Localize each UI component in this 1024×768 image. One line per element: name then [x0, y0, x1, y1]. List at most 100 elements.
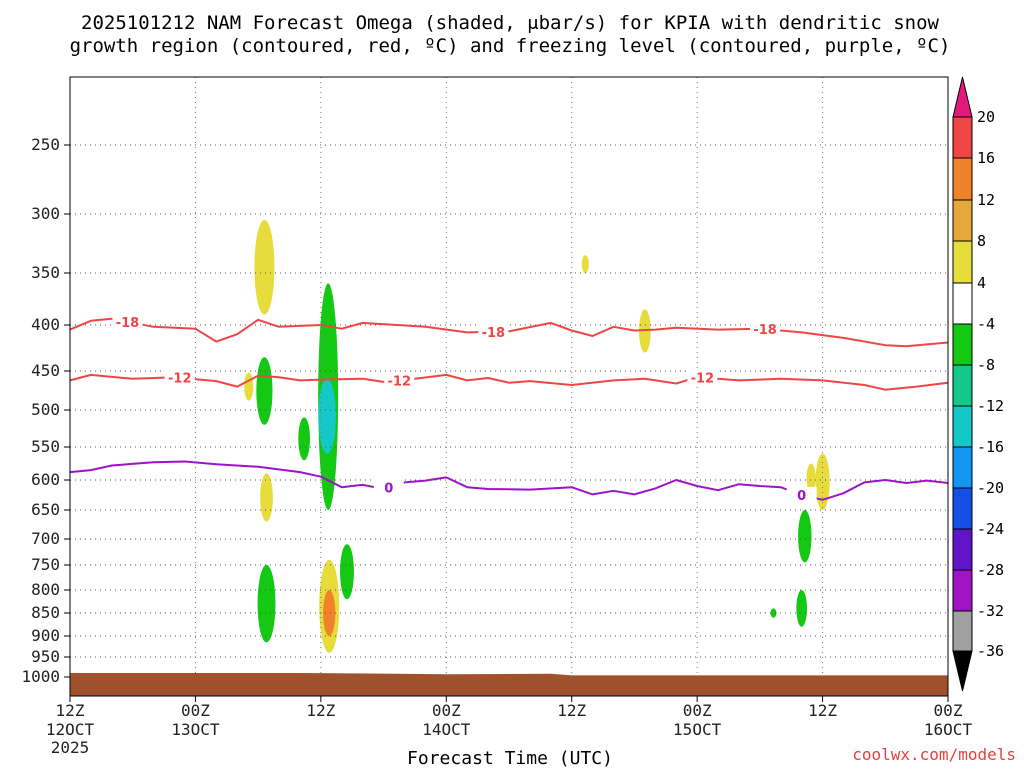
colorbar-top-arrow [952, 76, 973, 118]
omega-blob [298, 417, 310, 461]
omega-shading-layer [244, 219, 830, 653]
colorbar-label: -16 [977, 438, 1004, 456]
y-tick-label: 500 [31, 400, 60, 419]
contour-label-bg [687, 369, 718, 386]
colorbar-label: -8 [977, 356, 995, 374]
x-tick-label: 14OCT [422, 720, 471, 739]
y-tick-label: 700 [31, 529, 60, 548]
contour-label-bg [164, 369, 195, 386]
colorbar-segment [952, 116, 973, 159]
colorbar-label: 16 [977, 149, 995, 167]
chart-title-line-1: 2025101212 NAM Forecast Omega (shaded, μ… [81, 12, 939, 34]
omega-blob [581, 255, 589, 273]
contour-label-bg [786, 487, 817, 503]
contour-label: -12 [691, 372, 715, 387]
colorbar-segment [952, 610, 973, 652]
omega-blob [254, 219, 275, 315]
contour-line [69, 460, 949, 501]
x-tick-label: 12OCT [46, 720, 95, 739]
contour-label: 0 [384, 481, 393, 496]
omega-blob [318, 378, 336, 454]
colorbar-segment [952, 405, 973, 448]
y-tick-label: 750 [31, 555, 60, 574]
pressure-axis: 250 300 350 400 450 500 550 600 650 700 750 800 850 9… [21, 135, 70, 686]
x-tick-label: 12Z [306, 701, 335, 720]
x-tick-label: 2025 [51, 738, 90, 757]
x-tick-label: 15OCT [673, 720, 722, 739]
omega-blob [257, 565, 276, 643]
colorbar-label: -4 [977, 315, 995, 333]
colorbar-segment [952, 528, 973, 571]
colorbar: 20 16 12 8 4 -4 -8 -12 -16 -20 -24 -28 -32 -36 [952, 76, 1004, 692]
x-tick-label: 00Z [181, 701, 210, 720]
omega-blob [770, 608, 777, 618]
contour-label: -18 [116, 316, 140, 331]
contour-label-bg [112, 313, 143, 330]
colorbar-segment [952, 282, 973, 325]
y-tick-label: 350 [31, 263, 60, 282]
y-tick-label: 600 [31, 470, 60, 489]
omega-blob [815, 453, 830, 510]
omega-blob [798, 510, 812, 563]
credit-link[interactable]: coolwx.com/models [852, 745, 1016, 764]
contour-label: 0 [797, 489, 806, 504]
y-tick-label: 850 [31, 603, 60, 622]
plot-frame [69, 76, 949, 697]
grid-lines [70, 77, 948, 696]
omega-blob [244, 372, 254, 401]
x-axis-label: Forecast Time (UTC) [407, 748, 613, 768]
terrain-fill [70, 673, 948, 696]
colorbar-segment [952, 569, 973, 612]
x-tick-label: 12Z [808, 701, 837, 720]
contour-label: -12 [388, 374, 412, 389]
contour-label: -18 [482, 326, 506, 341]
y-tick-label: 650 [31, 500, 60, 519]
colorbar-label: -28 [977, 561, 1004, 579]
chart-title-line-2: growth region (contoured, red, ºC) and f… [70, 35, 951, 57]
y-tick-label: 550 [31, 437, 60, 456]
colorbar-label: -12 [977, 397, 1004, 415]
contour-label-bg [384, 372, 415, 389]
y-tick-label: 900 [31, 626, 60, 645]
omega-blob [796, 590, 807, 627]
colorbar-label: 8 [977, 232, 986, 250]
colorbar-bottom-arrow [952, 650, 973, 692]
colorbar-segment [952, 157, 973, 201]
contour-label-bg [750, 321, 781, 338]
colorbar-segment [952, 446, 973, 489]
y-tick-label: 1000 [21, 667, 60, 686]
colorbar-label: -24 [977, 520, 1004, 538]
colorbar-segment [952, 487, 973, 530]
colorbar-label: 20 [977, 108, 995, 126]
y-tick-label: 950 [31, 647, 60, 666]
contour-line [69, 317, 949, 348]
colorbar-segment [952, 364, 973, 407]
x-tick-label: 16OCT [924, 720, 973, 739]
y-tick-label: 400 [31, 315, 60, 334]
colorbar-label: 4 [977, 274, 986, 292]
colorbar-segment [952, 323, 973, 366]
contour-label: -12 [168, 372, 192, 387]
x-tick-label: 00Z [683, 701, 712, 720]
contour-line [69, 373, 949, 391]
omega-blob [340, 544, 354, 600]
contour-layer: -18 -18 -18 -12 -12 -12 0 0 [69, 313, 949, 504]
contour-label-bg [478, 323, 509, 340]
x-tick-label: 13OCT [171, 720, 220, 739]
omega-blob [256, 357, 273, 425]
contour-label: -18 [753, 323, 777, 338]
omega-blob [260, 473, 273, 522]
x-tick-label: 12Z [557, 701, 586, 720]
terrain-layer [70, 673, 948, 696]
colorbar-segment [952, 199, 973, 242]
colorbar-label: -32 [977, 602, 1004, 620]
contour-label-bg [373, 479, 404, 496]
x-tick-label: 12Z [56, 701, 85, 720]
y-tick-label: 450 [31, 361, 60, 380]
x-tick-label: 00Z [432, 701, 461, 720]
x-tick-label: 00Z [934, 701, 963, 720]
colorbar-label: -36 [977, 642, 1004, 660]
omega-blob [323, 590, 336, 636]
